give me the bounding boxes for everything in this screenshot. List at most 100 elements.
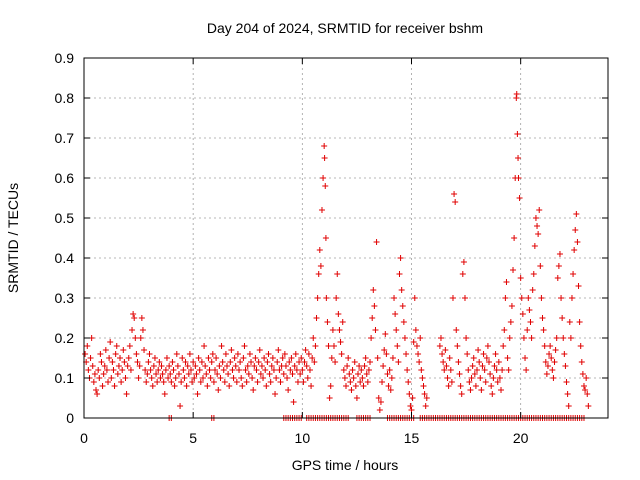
- data-point: [107, 339, 114, 345]
- data-point: [89, 363, 96, 369]
- data-point: [582, 387, 589, 393]
- data-point: [322, 183, 329, 189]
- data-point: [263, 383, 270, 389]
- data-point: [337, 339, 344, 345]
- data-point: [213, 355, 220, 361]
- data-point: [238, 375, 245, 381]
- data-point: [183, 383, 190, 389]
- data-point: [95, 367, 102, 373]
- data-point: [201, 343, 208, 349]
- data-point: [452, 199, 459, 205]
- data-point: [215, 387, 222, 393]
- y-tick-label: 0.9: [55, 50, 75, 66]
- data-point: [454, 343, 461, 349]
- data-point: [506, 335, 513, 341]
- data-point: [262, 367, 269, 373]
- data-point: [344, 363, 351, 369]
- data-point: [544, 363, 551, 369]
- data-point: [488, 383, 495, 389]
- data-point: [137, 335, 144, 341]
- data-point: [555, 263, 562, 269]
- data-point: [309, 355, 316, 361]
- data-point: [356, 363, 363, 369]
- data-point: [501, 327, 508, 333]
- data-point: [171, 383, 178, 389]
- data-point: [421, 391, 428, 397]
- data-point: [350, 375, 357, 381]
- data-point: [302, 347, 309, 353]
- data-point: [117, 355, 124, 361]
- data-points: [82, 91, 592, 421]
- data-point: [477, 375, 484, 381]
- data-point: [560, 335, 567, 341]
- tick-labels: 0 0.1 0.2 0.3 0.4 0.5 0.6 0.7 0.8 0.9 0 5 10 15 20: [55, 50, 529, 446]
- y-tick-label: 0.5: [55, 210, 75, 226]
- data-point: [480, 351, 487, 357]
- data-point: [212, 367, 218, 373]
- data-point: [333, 295, 340, 301]
- data-point: [214, 371, 221, 377]
- data-point: [355, 371, 362, 377]
- data-point: [275, 347, 282, 353]
- data-point: [317, 263, 324, 269]
- data-point: [102, 347, 109, 353]
- data-point: [376, 407, 383, 413]
- data-point: [157, 375, 164, 381]
- y-tick-label: 0.8: [55, 90, 75, 106]
- data-point: [239, 383, 246, 389]
- data-point: [388, 375, 395, 381]
- data-point: [108, 375, 115, 381]
- data-point: [293, 367, 300, 373]
- data-point: [415, 351, 422, 357]
- data-point: [445, 383, 452, 389]
- data-point: [490, 375, 497, 381]
- data-point: [284, 375, 291, 381]
- data-point: [570, 271, 577, 277]
- data-point: [231, 355, 238, 361]
- data-point: [385, 383, 392, 389]
- data-point: [296, 359, 303, 365]
- data-point: [568, 295, 575, 301]
- data-point: [145, 359, 152, 365]
- data-point: [341, 375, 348, 381]
- data-point: [135, 375, 142, 381]
- data-point: [458, 391, 465, 397]
- data-point: [368, 335, 375, 341]
- data-point: [204, 383, 211, 389]
- data-point: [489, 391, 496, 397]
- data-point: [389, 355, 396, 361]
- data-point: [281, 351, 288, 357]
- y-tick-label: 0.3: [55, 290, 75, 306]
- data-point: [409, 395, 416, 401]
- data-point: [518, 295, 525, 301]
- data-point: [174, 363, 181, 369]
- data-point: [207, 375, 214, 381]
- data-point: [323, 295, 330, 301]
- data-point: [311, 359, 318, 365]
- data-point: [508, 303, 515, 309]
- data-point: [479, 363, 486, 369]
- data-point: [422, 403, 429, 409]
- data-point: [224, 363, 231, 369]
- data-point: [404, 367, 411, 373]
- data-point: [230, 375, 237, 381]
- data-point: [466, 379, 473, 385]
- data-point: [276, 367, 283, 373]
- y-axis-label: SRMTID / TECUs: [5, 183, 21, 293]
- data-point: [564, 391, 571, 397]
- data-point: [118, 379, 125, 385]
- data-point: [244, 363, 251, 369]
- data-point: [287, 367, 294, 373]
- data-point: [132, 335, 139, 341]
- data-point: [580, 383, 587, 389]
- data-point: [218, 343, 225, 349]
- data-point: [154, 379, 161, 385]
- data-point: [324, 319, 331, 325]
- data-point: [306, 367, 313, 373]
- data-point: [114, 371, 121, 377]
- data-point: [493, 367, 500, 373]
- data-point: [111, 383, 118, 389]
- data-point: [496, 375, 503, 381]
- data-point: [185, 371, 192, 377]
- data-point: [225, 371, 232, 377]
